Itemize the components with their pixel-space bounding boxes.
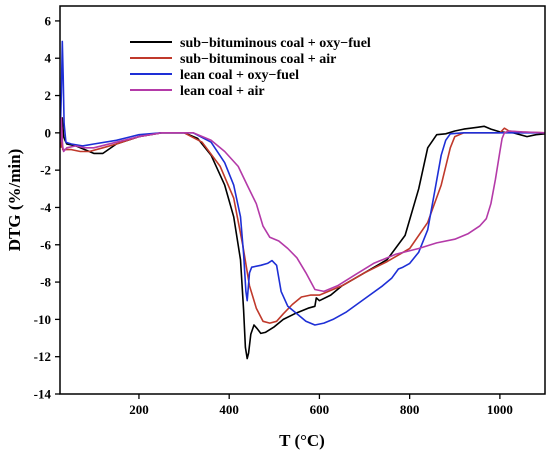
x-tick-label: 200 <box>129 402 149 417</box>
y-tick-label: -2 <box>40 163 51 178</box>
y-tick-label: -6 <box>40 237 51 252</box>
legend-label-3: lean coal + oxy−fuel <box>180 68 299 83</box>
series-line-3 <box>59 40 545 326</box>
y-tick-label: 4 <box>45 51 52 66</box>
series-group <box>59 40 546 360</box>
legend-label-1: sub−bituminous coal + oxy−fuel <box>180 36 371 51</box>
series-line-4 <box>59 117 546 293</box>
y-tick-label: -4 <box>40 200 51 215</box>
x-axis-label: T (°C) <box>279 431 325 450</box>
y-tick-label: 0 <box>45 125 52 140</box>
x-tick-label: 600 <box>310 402 330 417</box>
series-line-1 <box>60 117 546 360</box>
y-tick-label: 6 <box>45 13 52 28</box>
y-tick-label: -12 <box>34 349 51 364</box>
legend-label-4: lean coal + air <box>180 84 265 99</box>
legend: sub−bituminous coal + oxy−fuelsub−bitumi… <box>130 36 371 99</box>
y-tick-label: 2 <box>45 88 52 103</box>
y-tick-label: -10 <box>34 312 51 327</box>
plot-frame <box>59 5 546 395</box>
y-axis-label: DTG (%/min) <box>5 149 24 251</box>
series-line-2 <box>60 126 546 324</box>
axis-ticks: 200 400 600 800 1000 6 4 2 0 -2 -4 -6 -8 -10 -12 -14 <box>34 13 513 417</box>
x-tick-label: 800 <box>400 402 420 417</box>
y-tick-label: -14 <box>34 387 52 402</box>
y-tick-label: -8 <box>40 275 51 290</box>
x-tick-label: 1000 <box>487 402 513 417</box>
legend-label-2: sub−bituminous coal + air <box>180 52 336 67</box>
x-tick-label: 400 <box>219 402 239 417</box>
